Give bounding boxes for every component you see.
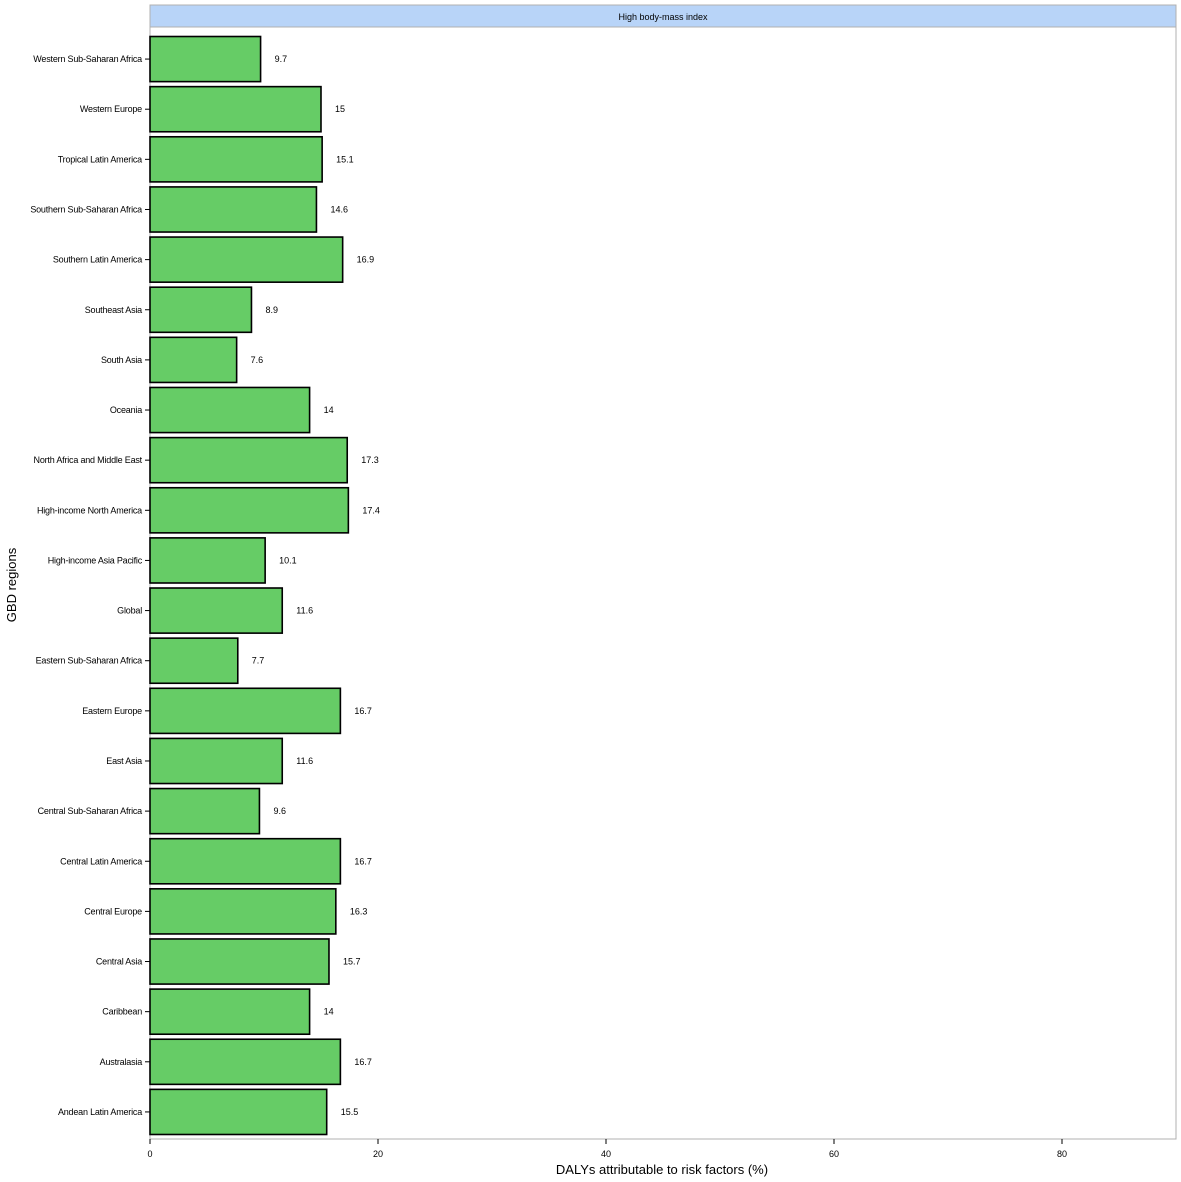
bar <box>149 1038 342 1086</box>
x-tick-label: 0 <box>147 1149 152 1159</box>
x-tick-label: 20 <box>373 1149 383 1159</box>
bar-value-label: 15.1 <box>336 154 354 164</box>
x-axis-title: DALYs attributable to risk factors (%) <box>556 1162 768 1177</box>
bar <box>149 787 261 835</box>
bar <box>149 85 322 133</box>
category-label: North Africa and Middle East <box>34 455 143 465</box>
bar-value-label: 7.7 <box>252 656 265 666</box>
category-label: Central Latin America <box>60 856 142 866</box>
category-label: Southern Latin America <box>53 255 142 265</box>
category-label: Southern Sub-Saharan Africa <box>30 204 142 214</box>
bar <box>149 135 323 183</box>
category-label: Caribbean <box>102 1007 142 1017</box>
bar-value-label: 16.7 <box>354 1057 372 1067</box>
bar-value-label: 16.3 <box>350 906 368 916</box>
bar <box>149 637 239 685</box>
bar-value-label: 8.9 <box>265 305 278 315</box>
category-label: Eastern Europe <box>82 706 142 716</box>
bar-value-label: 14 <box>324 1007 334 1017</box>
x-tick-label: 60 <box>829 1149 839 1159</box>
bar-value-label: 16.7 <box>354 706 372 716</box>
bar-value-label: 10.1 <box>279 555 297 565</box>
bar <box>149 587 284 634</box>
bar <box>149 1088 328 1136</box>
category-label: East Asia <box>106 756 142 766</box>
category-label: Global <box>117 606 142 616</box>
panel-title: High body-mass index <box>618 12 708 22</box>
category-label: Oceania <box>110 405 142 415</box>
bar <box>149 938 330 985</box>
bar-value-label: 14 <box>324 405 334 415</box>
bar <box>149 737 284 785</box>
bar <box>149 537 266 584</box>
x-tick-label: 80 <box>1057 1149 1067 1159</box>
bar-value-label: 17.3 <box>361 455 379 465</box>
category-labels: Western Sub-Saharan Africa Western Europe… <box>30 54 150 1117</box>
category-label: Andean Latin America <box>58 1107 142 1117</box>
bar <box>149 336 238 384</box>
x-axis: 0 20 40 60 80 <box>147 1139 1067 1159</box>
category-label: Eastern Sub-Saharan Africa <box>36 656 143 666</box>
bar <box>149 286 253 334</box>
bar-value-label: 16.7 <box>354 856 372 866</box>
category-label: High-income Asia Pacific <box>48 555 143 565</box>
bar <box>149 837 342 885</box>
bar <box>149 888 337 935</box>
category-label: Western Europe <box>80 104 142 114</box>
category-label: Central Europe <box>84 906 142 916</box>
bar-value-label: 9.6 <box>273 806 286 816</box>
bar <box>149 386 311 434</box>
bar-value-label: 15.5 <box>341 1107 359 1117</box>
bar <box>149 486 350 534</box>
bar <box>149 186 318 233</box>
category-label: High-income North America <box>37 505 142 515</box>
bar-value-label: 15 <box>335 104 345 114</box>
bar <box>149 436 349 484</box>
bars-group: 9.7 15 15.1 14.6 16.9 8.9 7.6 14 17.3 17.4 10.1 11.… <box>149 35 380 1136</box>
category-label: Central Sub-Saharan Africa <box>38 806 143 816</box>
category-label: Australasia <box>100 1057 143 1067</box>
bar-value-label: 14.6 <box>330 204 348 214</box>
category-label: Southeast Asia <box>85 305 142 315</box>
category-label: Central Asia <box>96 957 142 967</box>
bar-value-label: 9.7 <box>275 54 288 64</box>
y-axis-title: GBD regions <box>4 547 19 622</box>
bar-value-label: 17.4 <box>362 505 380 515</box>
bar-value-label: 11.6 <box>296 606 313 616</box>
bar <box>149 35 262 83</box>
bar <box>149 236 344 283</box>
category-label: South Asia <box>101 355 142 365</box>
category-label: Tropical Latin America <box>58 154 142 164</box>
x-tick-label: 40 <box>601 1149 611 1159</box>
bar-value-label: 16.9 <box>357 255 375 265</box>
bar-value-label: 15.7 <box>343 957 361 967</box>
bar-value-label: 7.6 <box>251 355 264 365</box>
bar <box>149 687 342 735</box>
bar-value-label: 11.6 <box>296 756 313 766</box>
bar <box>149 988 311 1036</box>
category-label: Western Sub-Saharan Africa <box>33 54 142 64</box>
